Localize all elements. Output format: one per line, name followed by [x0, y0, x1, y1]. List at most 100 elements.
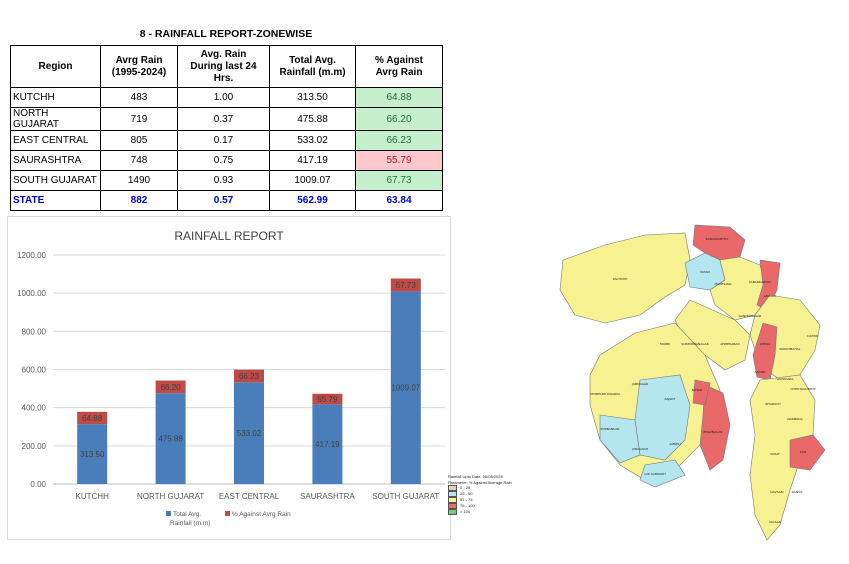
cell-pct: 66.20 [355, 107, 443, 131]
map-legend-swatch [448, 485, 457, 491]
y-tick-label: 800.00 [22, 327, 47, 336]
map-region-botad [692, 379, 711, 406]
state-total-row: STATE 882 0.57 562.99 63.84 [10, 190, 443, 211]
map-district-label: DANGS [792, 490, 803, 494]
bar-pct-against-avg [155, 380, 186, 394]
cell-region: SOUTH GUJARAT [10, 170, 101, 191]
x-tick-label: SOUTH GUJARAT [372, 492, 439, 501]
cell-pct: 66.23 [355, 130, 443, 151]
map-district-label: KACHCHH [613, 277, 628, 281]
cell-avg: 805 [100, 130, 178, 151]
map-region-kutch [559, 232, 691, 324]
map-district-label: DEVBHUMI DWARKA [590, 392, 621, 396]
cell-pct: 55.79 [355, 150, 443, 171]
cell-last24: 0.93 [177, 170, 270, 191]
data-label-total: 417.19 [315, 440, 340, 449]
x-tick-label: KUTCHH [76, 492, 110, 501]
map-district-label: ARVALLI [764, 294, 776, 298]
cell-last24: 0.75 [177, 150, 270, 171]
map-district-label: VALSAD [769, 520, 782, 524]
y-tick-label: 0.00 [30, 480, 46, 489]
map-district-label: CHHOTAUDEPUR [790, 387, 815, 391]
cell-last24: 0.37 [177, 107, 270, 131]
map-region-gir [639, 459, 686, 488]
cell-avg: 1490 [100, 170, 178, 191]
cell-region: SAURASHTRA [10, 150, 101, 171]
table-row: NORTH GUJARAT 719 0.37 475.88 66.20 [10, 107, 443, 131]
cell-last24: 1.00 [177, 87, 270, 108]
y-tick-label: 1000.00 [17, 289, 46, 298]
map-district-label: PORBANDAR [600, 427, 619, 431]
bar-total-rainfall [312, 404, 343, 484]
x-tick-label: SAURASHTRA [300, 492, 355, 501]
map-legend-item: > 100 [448, 509, 548, 515]
cell-total: 475.88 [269, 107, 356, 131]
y-tick-label: 200.00 [22, 442, 47, 451]
cell-last24: 0.17 [177, 130, 270, 151]
rainfall-chart: RAINFALL REPORT 0.00 200.00 400.00 600.00 80… [7, 216, 451, 540]
gujarat-map-svg: KACHCHH BANASKANTHA PATAN SABARKANTHA MAHESA… [559, 224, 826, 541]
table-row: KUTCHH 483 1.00 313.50 64.88 [10, 87, 443, 108]
map-district-label: NARMADA [787, 417, 803, 421]
legend-label-total-line2: Rainfall (m.m) [170, 520, 210, 527]
map-legend-label: 76 - 100 [460, 503, 475, 509]
map-district-label: BANASKANTHA [706, 237, 730, 241]
map-region-banaskantha [692, 224, 746, 261]
bar-pct-against-avg [312, 393, 343, 405]
map-district-label: SURAT [770, 452, 780, 456]
cell-region: STATE [10, 190, 101, 211]
table-header-row: Region Avrg Rain (1995-2024) Avg. Rain Dur… [10, 45, 443, 88]
legend-label-total: Total Avg. [173, 511, 201, 518]
map-region-south [749, 374, 816, 541]
table-row: EAST CENTRAL 805 0.17 533.02 66.23 [10, 130, 443, 151]
gujarat-map: KACHCHH BANASKANTHA PATAN SABARKANTHA MAHESA… [545, 205, 845, 555]
map-region-bhavnagar [699, 384, 731, 471]
map-district-label: JAMNAGAR [631, 382, 648, 386]
x-tick-label: EAST CENTRAL [219, 492, 280, 501]
y-tick-label: 1200.00 [17, 251, 46, 260]
map-district-label: NAVSARI [770, 490, 783, 494]
cell-avg: 719 [100, 107, 178, 131]
map-legend-swatch [448, 491, 457, 497]
map-district-label: VADODARA [777, 377, 795, 381]
cell-region: KUTCHH [10, 87, 101, 108]
map-legend-swatch [448, 497, 457, 503]
map-legend-item: 76 - 100 [448, 503, 548, 509]
map-district-label: GIR SOMNATH [644, 472, 665, 476]
map-region-porbandar [599, 414, 641, 464]
legend-swatch-total [166, 511, 171, 516]
cell-pct: 64.88 [355, 87, 443, 108]
map-region-north [709, 256, 771, 321]
cell-total: 313.50 [269, 87, 356, 108]
map-legend-item: 0 - 25 [448, 485, 548, 491]
cell-pct: 63.84 [355, 190, 443, 211]
cell-region: NORTH GUJARAT [10, 107, 101, 131]
header-avg-rain: Avrg Rain (1995-2024) [100, 45, 178, 88]
map-district-label: BHARUCH [766, 402, 781, 406]
map-legend-item: 26 - 50 [448, 491, 548, 497]
rainfall-table: Region Avrg Rain (1995-2024) Avg. Rain Dur… [10, 45, 443, 211]
map-district-label: KHEDA [760, 342, 771, 346]
data-label-total: 475.88 [158, 435, 183, 444]
map-legend-title: Rainfall Upto Date: 06/08/2025 [448, 474, 503, 479]
map-district-label: TAPI [799, 450, 806, 454]
map-district-label: SABARKANTHA [749, 280, 773, 284]
map-district-label: AHMEDABAD [720, 342, 740, 346]
map-district-label: MORBI [660, 342, 670, 346]
map-district-label: SURENDRANAGAR [681, 342, 708, 346]
data-label-total: 1009.07 [391, 384, 420, 393]
map-district-label: ANAND [755, 370, 767, 374]
map-legend-parameter: Parameter: % Against Average Rain [448, 479, 512, 485]
chart-title: RAINFALL REPORT [174, 229, 284, 243]
data-label-total: 533.02 [237, 429, 262, 438]
map-legend-label: 51 - 75 [460, 497, 473, 503]
cell-total: 417.19 [269, 150, 356, 171]
data-label-pct: 66.20 [161, 383, 182, 392]
cell-avg: 748 [100, 150, 178, 171]
y-tick-label: 400.00 [22, 404, 47, 413]
header-total: Total Avg. Rainfall (m.m) [269, 45, 356, 88]
data-label-total: 313.50 [80, 450, 105, 459]
map-legend-label: 0 - 25 [460, 485, 471, 491]
data-label-pct: 66.23 [239, 372, 260, 381]
map-legend: Rainfall Upto Date: 06/08/2025 Parameter… [448, 474, 548, 515]
